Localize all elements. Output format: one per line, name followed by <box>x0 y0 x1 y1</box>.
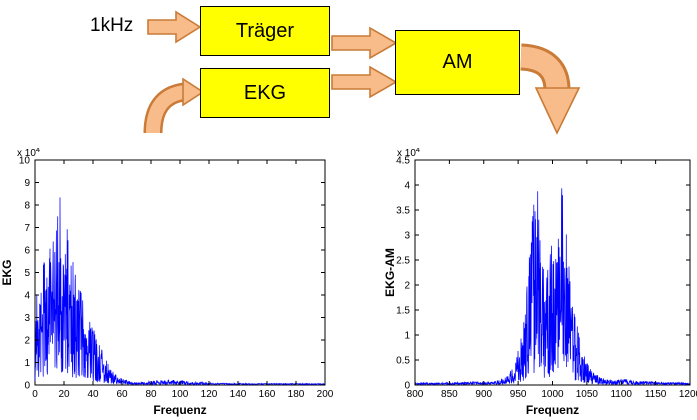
svg-text:3.5: 3.5 <box>396 206 410 217</box>
svg-text:0: 0 <box>32 389 38 400</box>
svg-text:8: 8 <box>24 201 30 212</box>
svg-text:6: 6 <box>24 246 30 257</box>
svg-text:x 104: x 104 <box>17 148 40 159</box>
svg-text:2: 2 <box>24 336 30 347</box>
svg-text:2.5: 2.5 <box>396 256 410 267</box>
svg-text:Frequenz: Frequenz <box>153 403 206 417</box>
svg-text:4.5: 4.5 <box>396 156 410 167</box>
svg-text:7: 7 <box>24 223 30 234</box>
svg-text:120: 120 <box>201 389 218 400</box>
arrow-ekg-input <box>146 85 186 134</box>
diagram-arrows <box>143 10 581 135</box>
svg-text:80: 80 <box>145 389 157 400</box>
arrow-am-output <box>519 46 568 91</box>
arrow-am-output-head <box>534 87 581 135</box>
arrow-input-to-traeger <box>147 10 202 44</box>
svg-text:1000: 1000 <box>541 389 564 400</box>
arrow-ekg-input-head <box>182 77 205 107</box>
svg-text:20: 20 <box>58 389 70 400</box>
svg-text:1: 1 <box>24 358 30 369</box>
svg-text:200: 200 <box>317 389 334 400</box>
svg-text:180: 180 <box>288 389 305 400</box>
input-frequency-label: 1kHz <box>90 15 134 36</box>
arrow-ekg-to-am <box>331 65 398 99</box>
svg-text:x 104: x 104 <box>397 148 420 159</box>
svg-text:100: 100 <box>172 389 189 400</box>
svg-text:140: 140 <box>230 389 247 400</box>
svg-text:4: 4 <box>404 181 410 192</box>
svg-text:1100: 1100 <box>610 389 632 400</box>
svg-text:EKG-AM: EKG-AM <box>383 248 397 297</box>
svg-text:160: 160 <box>259 389 276 400</box>
svg-text:1150: 1150 <box>645 389 667 400</box>
svg-text:60: 60 <box>116 389 128 400</box>
svg-text:800: 800 <box>407 389 424 400</box>
svg-text:900: 900 <box>475 389 492 400</box>
svg-text:EKG: EKG <box>0 259 14 285</box>
svg-text:2: 2 <box>404 281 410 292</box>
ekg-spectrum-plot: 0 20 40 60 80 100 120 140 160 180 200 0 1 2 3 4 5 6 7 8 9 10x… <box>0 148 334 417</box>
svg-text:3: 3 <box>24 313 30 324</box>
block-traeger: Träger <box>200 6 330 56</box>
svg-text:9: 9 <box>24 178 30 189</box>
block-am: AM <box>395 30 520 95</box>
svg-text:1: 1 <box>404 331 410 342</box>
svg-text:Frequenz: Frequenz <box>526 403 579 417</box>
svg-text:1050: 1050 <box>576 389 599 400</box>
svg-text:1.5: 1.5 <box>396 306 410 317</box>
svg-text:5: 5 <box>24 268 30 279</box>
block-diagram: 1kHz Träger EKG AM <box>0 0 697 148</box>
block-ekg: EKG <box>200 68 330 118</box>
svg-text:10: 10 <box>19 156 31 167</box>
svg-text:3: 3 <box>404 231 410 242</box>
svg-text:950: 950 <box>510 389 527 400</box>
svg-text:850: 850 <box>441 389 458 400</box>
arrow-traeger-to-am <box>331 26 398 60</box>
svg-text:0.5: 0.5 <box>396 356 410 367</box>
svg-text:4: 4 <box>24 291 30 302</box>
svg-text:0: 0 <box>24 381 30 392</box>
svg-text:40: 40 <box>87 389 99 400</box>
svg-text:0: 0 <box>404 381 410 392</box>
